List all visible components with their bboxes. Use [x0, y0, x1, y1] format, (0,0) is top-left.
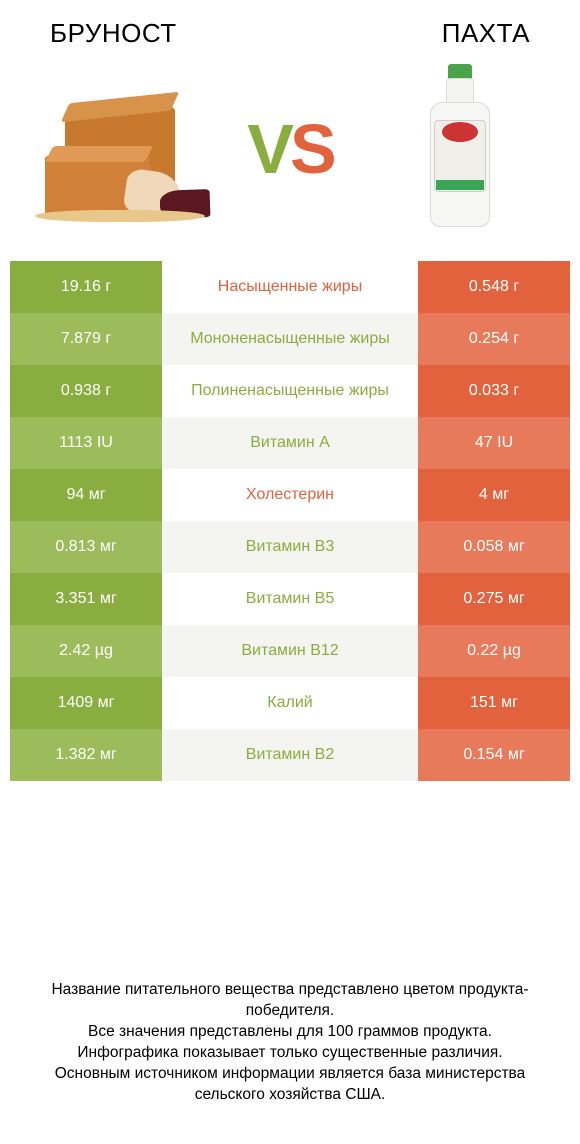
value-right: 151 мг: [418, 677, 570, 729]
value-right: 0.548 г: [418, 261, 570, 313]
bottle-icon: [420, 64, 500, 234]
value-right: 0.154 мг: [418, 729, 570, 781]
title-right: ПАХТА: [442, 18, 530, 49]
nutrient-label: Витамин B3: [162, 521, 418, 573]
value-left: 1.382 мг: [10, 729, 162, 781]
value-right: 0.254 г: [418, 313, 570, 365]
footer-note: Название питательного вещества представл…: [0, 980, 580, 1106]
vs-s: S: [290, 110, 333, 188]
nutrient-label: Витамин A: [162, 417, 418, 469]
vs-label: VS: [247, 109, 332, 189]
nutrient-label: Насыщенные жиры: [162, 261, 418, 313]
footer-line: Все значения представлены для 100 граммо…: [24, 1022, 556, 1043]
hero-row: VS: [0, 59, 580, 249]
value-left: 3.351 мг: [10, 573, 162, 625]
table-row: 0.938 гПолиненасыщенные жиры0.033 г: [10, 365, 570, 417]
value-left: 7.879 г: [10, 313, 162, 365]
value-right: 4 мг: [418, 469, 570, 521]
comparison-table: 19.16 гНасыщенные жиры0.548 г7.879 гМоно…: [10, 261, 570, 781]
product-left-image: [30, 69, 210, 229]
table-row: 1113 IUВитамин A47 IU: [10, 417, 570, 469]
footer-line: Основным источником информации является …: [24, 1064, 556, 1106]
product-right-image: [370, 69, 550, 229]
value-left: 19.16 г: [10, 261, 162, 313]
nutrient-label: Витамин B5: [162, 573, 418, 625]
header: БРУНОСТ ПАХТА: [0, 0, 580, 59]
table-row: 1.382 мгВитамин B20.154 мг: [10, 729, 570, 781]
table-row: 1409 мгКалий151 мг: [10, 677, 570, 729]
table-row: 0.813 мгВитамин B30.058 мг: [10, 521, 570, 573]
value-right: 0.058 мг: [418, 521, 570, 573]
nutrient-label: Витамин B2: [162, 729, 418, 781]
value-left: 1409 мг: [10, 677, 162, 729]
value-left: 2.42 µg: [10, 625, 162, 677]
table-row: 3.351 мгВитамин B50.275 мг: [10, 573, 570, 625]
cheese-icon: [35, 74, 205, 224]
title-left: БРУНОСТ: [50, 18, 177, 49]
footer-line: Название питательного вещества представл…: [24, 980, 556, 1022]
nutrient-label: Витамин B12: [162, 625, 418, 677]
table-row: 19.16 гНасыщенные жиры0.548 г: [10, 261, 570, 313]
value-left: 0.813 мг: [10, 521, 162, 573]
footer-line: Инфографика показывает только существенн…: [24, 1043, 556, 1064]
value-right: 0.275 мг: [418, 573, 570, 625]
table-row: 94 мгХолестерин4 мг: [10, 469, 570, 521]
value-left: 1113 IU: [10, 417, 162, 469]
nutrient-label: Мононенасыщенные жиры: [162, 313, 418, 365]
value-right: 0.033 г: [418, 365, 570, 417]
nutrient-label: Полиненасыщенные жиры: [162, 365, 418, 417]
nutrient-label: Холестерин: [162, 469, 418, 521]
value-right: 47 IU: [418, 417, 570, 469]
nutrient-label: Калий: [162, 677, 418, 729]
value-left: 94 мг: [10, 469, 162, 521]
vs-v: V: [247, 110, 290, 188]
value-left: 0.938 г: [10, 365, 162, 417]
table-row: 7.879 гМононенасыщенные жиры0.254 г: [10, 313, 570, 365]
table-row: 2.42 µgВитамин B120.22 µg: [10, 625, 570, 677]
value-right: 0.22 µg: [418, 625, 570, 677]
